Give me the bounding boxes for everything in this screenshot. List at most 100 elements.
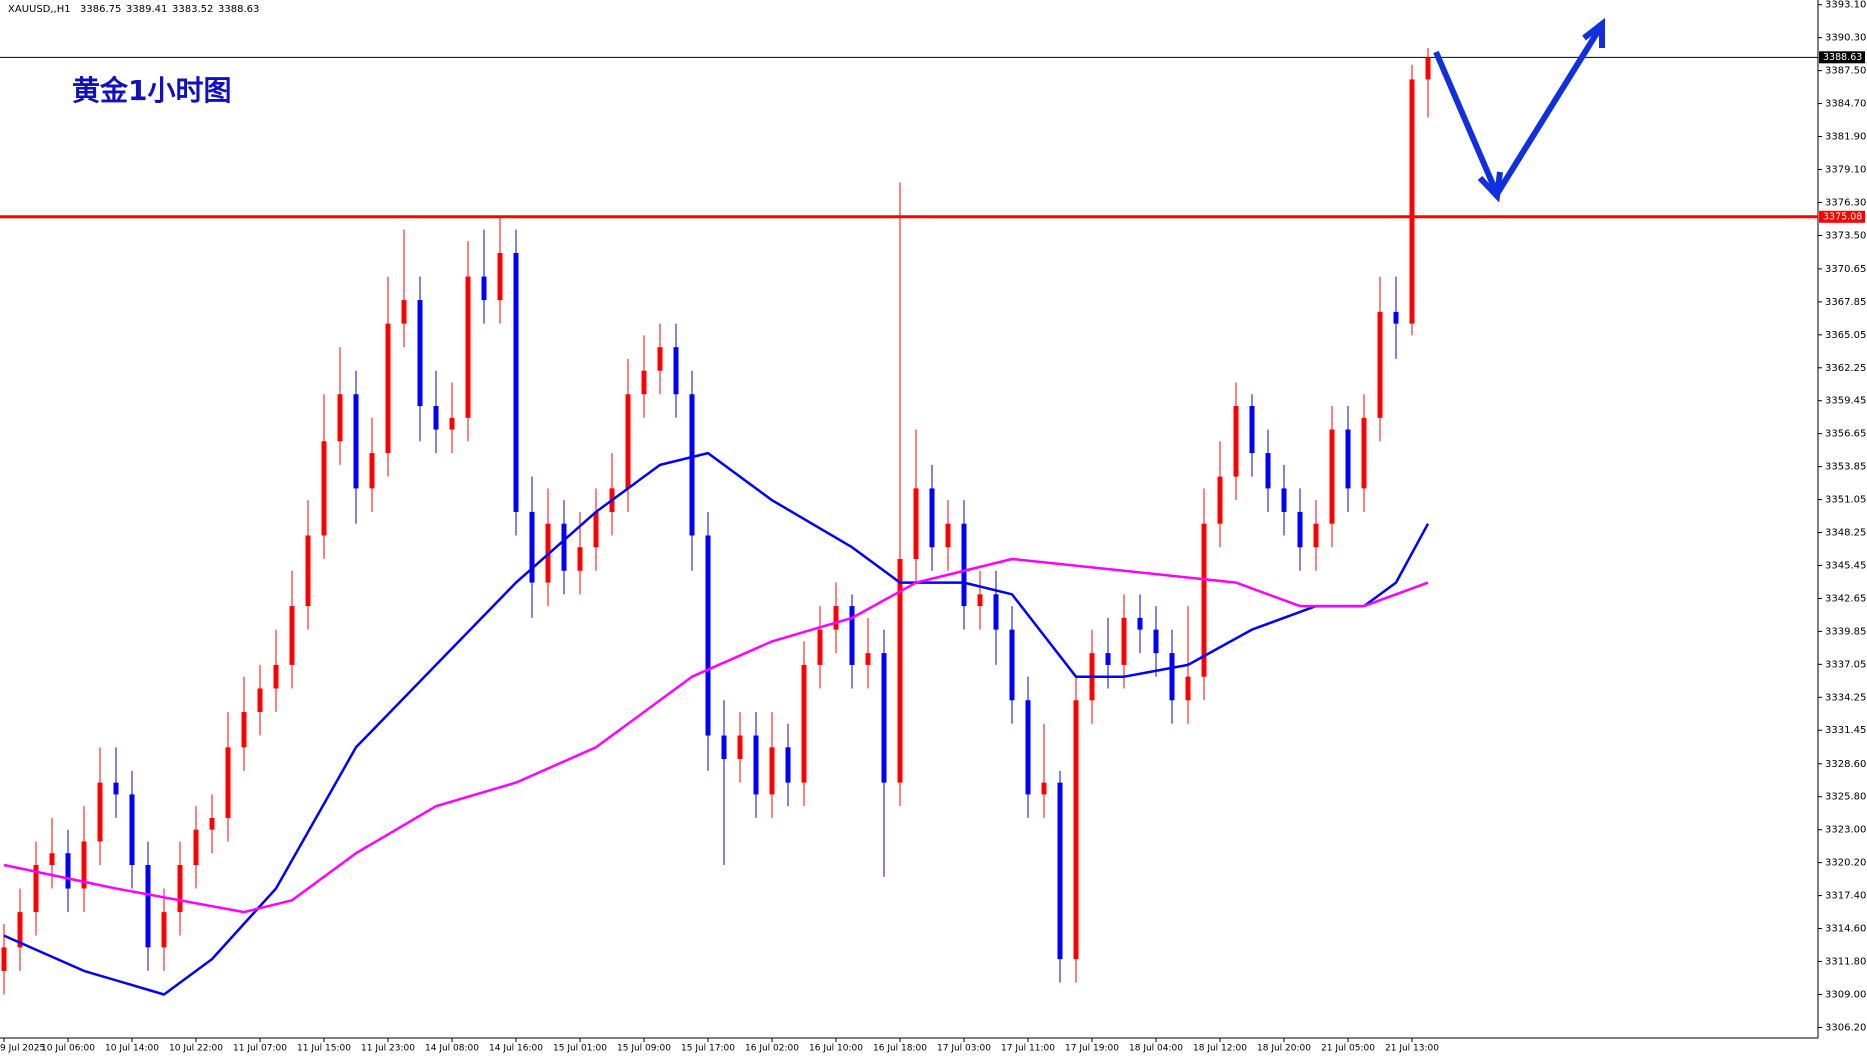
- x-tick-label: 16 Jul 18:00: [873, 1044, 927, 1054]
- candle-body: [65, 853, 71, 889]
- y-tick-label: 3387.50: [1825, 66, 1866, 77]
- x-tick-label: 15 Jul 09:00: [617, 1044, 671, 1054]
- y-tick-label: 3353.85: [1825, 462, 1866, 473]
- candle-body: [1377, 311, 1383, 418]
- candle-body: [881, 653, 887, 783]
- candle-body: [929, 488, 935, 548]
- candle-body: [97, 782, 103, 842]
- candle-body: [1201, 523, 1207, 677]
- price-label: 3375.08: [1823, 211, 1862, 222]
- y-tick-label: 3331.45: [1825, 725, 1866, 736]
- arrow-head: [1582, 17, 1605, 48]
- moving-average: [3, 451, 1430, 996]
- x-tick-label: 21 Jul 05:00: [1321, 1044, 1375, 1054]
- y-tick-label: 3309.00: [1825, 989, 1866, 1000]
- candle-body: [1425, 57, 1431, 80]
- y-tick-label: 3393.10: [1825, 0, 1866, 11]
- candle-body: [945, 523, 951, 548]
- x-tick-label: 14 Jul 16:00: [489, 1044, 543, 1054]
- price-box: [1819, 210, 1865, 223]
- candle-body: [385, 323, 391, 454]
- candle-body: [1185, 676, 1191, 701]
- x-tick-label: 15 Jul 01:00: [553, 1044, 607, 1054]
- y-tick-label: 3339.85: [1825, 626, 1866, 637]
- y-tick-label: 3334.25: [1825, 692, 1866, 703]
- x-tick-label: 15 Jul 17:00: [681, 1044, 735, 1054]
- y-tick-label: 3317.40: [1825, 891, 1866, 902]
- candle-body: [961, 523, 967, 607]
- candle-body: [561, 523, 567, 571]
- x-tick-label: 17 Jul 03:00: [937, 1044, 991, 1054]
- candle-body: [129, 794, 135, 865]
- candle-body: [1153, 629, 1159, 654]
- symbol: XAUUSD,,H1: [8, 4, 71, 15]
- candle-body: [641, 370, 647, 395]
- candle-body: [1329, 429, 1335, 524]
- annotation: 黄金1小时图: [72, 74, 231, 107]
- candle-body: [625, 394, 631, 489]
- candle-body: [977, 594, 983, 607]
- x-tick-label: 18 Jul 12:00: [1193, 1044, 1247, 1054]
- x-tick-label: 9 Jul 2025: [0, 1044, 45, 1054]
- candle-body: [1025, 700, 1031, 795]
- candle-body: [913, 488, 919, 560]
- candle-body: [1281, 488, 1287, 512]
- candle-body: [1345, 429, 1351, 489]
- candle-body: [1073, 700, 1079, 960]
- arrow-head: [1477, 171, 1503, 203]
- candle-body: [737, 735, 743, 760]
- candle-body: [1313, 523, 1319, 548]
- candle-body: [145, 865, 151, 948]
- candle-body: [1409, 79, 1415, 324]
- candle-body: [753, 735, 759, 795]
- candle-body: [369, 453, 375, 489]
- price-box: [1819, 51, 1865, 64]
- x-tick-label: 17 Jul 19:00: [1065, 1044, 1119, 1054]
- y-tick-label: 3365.05: [1825, 330, 1866, 341]
- candle-body: [465, 276, 471, 418]
- candle-body: [257, 688, 263, 713]
- y-tick-label: 3328.60: [1825, 759, 1866, 770]
- candle-body: [161, 912, 167, 948]
- candle-body: [481, 276, 487, 301]
- x-tick-label: 10 Jul 06:00: [41, 1044, 95, 1054]
- candle-body: [305, 535, 311, 607]
- candle-body: [577, 547, 583, 571]
- candle-body: [817, 629, 823, 665]
- y-tick-label: 3379.10: [1825, 164, 1866, 175]
- candle-body: [593, 511, 599, 548]
- candle-body: [449, 417, 455, 430]
- y-tick-label: 3337.05: [1825, 659, 1866, 670]
- candle-body: [321, 441, 327, 536]
- candle-body: [529, 511, 535, 583]
- y-tick-label: 3362.25: [1825, 363, 1866, 374]
- candle-body: [401, 300, 407, 324]
- candle-body: [1297, 511, 1303, 548]
- candle-body: [81, 841, 87, 889]
- candle-body: [1361, 417, 1367, 489]
- candle-body: [273, 664, 279, 689]
- candle-body: [177, 865, 183, 913]
- y-tick-label: 3348.25: [1825, 528, 1866, 539]
- x-tick-label: 16 Jul 02:00: [745, 1044, 799, 1054]
- candle-body: [993, 594, 999, 630]
- candle-body: [897, 559, 903, 783]
- price-label: 3388.63: [1823, 52, 1862, 63]
- candle-body: [1217, 476, 1223, 524]
- y-tick-label: 3323.00: [1825, 825, 1866, 836]
- header-low: 3383.52: [172, 4, 213, 15]
- candle-body: [513, 253, 519, 512]
- candle-body: [1057, 782, 1063, 960]
- y-tick-label: 3376.30: [1825, 197, 1866, 208]
- candle-body: [1393, 311, 1399, 324]
- x-tick-label: 14 Jul 08:00: [425, 1044, 479, 1054]
- candle-body: [497, 253, 503, 301]
- y-tick-label: 3351.05: [1825, 495, 1866, 506]
- candle-body: [209, 817, 215, 830]
- candle-body: [33, 865, 39, 913]
- candle-body: [225, 747, 231, 818]
- x-tick-label: 11 Jul 15:00: [297, 1044, 351, 1054]
- candle-body: [673, 347, 679, 395]
- candle-body: [689, 394, 695, 536]
